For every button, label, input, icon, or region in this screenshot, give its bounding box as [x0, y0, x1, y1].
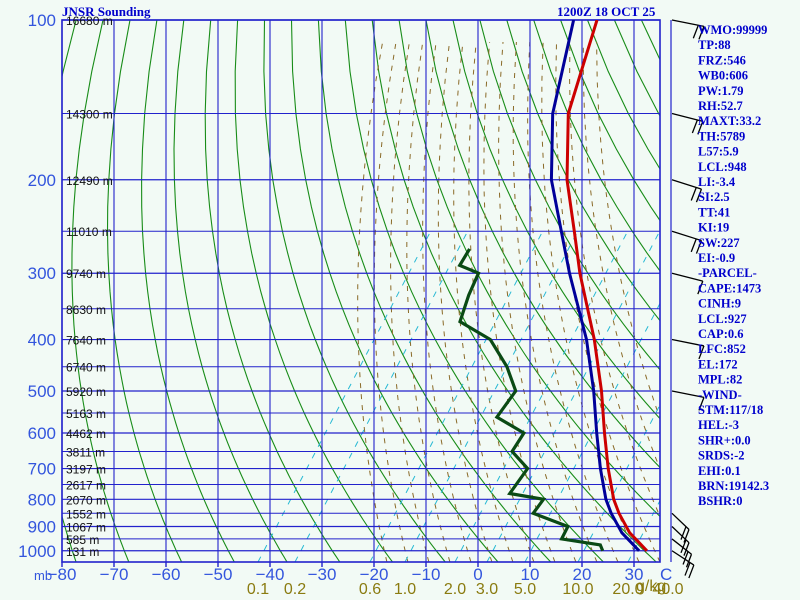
- moist-adiabat: [468, 41, 535, 562]
- mixing-ratio-line: [486, 230, 660, 562]
- dry-adiabat: [263, 20, 446, 562]
- wind-barb: [671, 230, 703, 254]
- moist-adiabat: [582, 41, 660, 471]
- mixing-ratio-line: [404, 230, 579, 562]
- trace-dewpoint: [457, 248, 605, 552]
- moist-adiabat: [541, 41, 640, 562]
- mixing-ratio-line: [524, 302, 660, 562]
- dry-adiabat-lines: [62, 20, 660, 562]
- moist-adiabat: [437, 41, 493, 562]
- moist-adiabat: [527, 41, 619, 562]
- moist-adiabat: [512, 41, 598, 562]
- wind-barb: [671, 550, 695, 579]
- moist-adiabat: [555, 41, 660, 562]
- moist-adiabat: [498, 41, 577, 562]
- trace-temperature: [565, 20, 648, 552]
- moist-adiabat: [453, 41, 514, 562]
- dry-adiabat: [506, 20, 660, 322]
- moist-adiabat: [406, 41, 451, 562]
- wind-barb-column: [670, 19, 705, 579]
- wind-barb: [671, 112, 704, 135]
- pressure-grid-lines: [61, 19, 661, 567]
- mixing-ratio-lines: [257, 230, 660, 562]
- dry-adiabat: [141, 20, 235, 562]
- sounding-traces: [457, 20, 648, 552]
- dry-adiabat: [452, 20, 660, 420]
- dry-adiabat: [106, 20, 183, 562]
- wind-barb: [671, 179, 703, 203]
- dry-adiabat: [234, 20, 393, 562]
- trace-wet-bulb-virtual: [549, 20, 641, 552]
- wind-barb: [671, 525, 690, 556]
- mixing-ratio-line: [454, 230, 629, 562]
- dry-adiabat: [290, 20, 499, 562]
- dry-adiabat: [71, 20, 130, 562]
- dry-adiabat: [62, 20, 77, 562]
- wind-barb: [671, 512, 690, 543]
- dry-adiabat: [533, 20, 660, 272]
- dry-adiabat: [344, 20, 604, 562]
- wind-barb: [671, 538, 693, 568]
- dry-adiabat: [425, 20, 660, 469]
- mixing-ratio-line: [369, 230, 544, 562]
- mixing-ratio-line: [294, 230, 469, 562]
- wind-barb: [671, 390, 705, 411]
- dry-adiabat: [173, 20, 288, 562]
- plot-border: [61, 19, 661, 563]
- dry-adiabat: [398, 20, 660, 518]
- moist-adiabat: [390, 41, 430, 562]
- dry-adiabat: [204, 20, 341, 562]
- wind-barb: [671, 338, 705, 360]
- mixing-ratio-line: [257, 230, 432, 562]
- wind-barb: [671, 272, 704, 295]
- dry-adiabat: [479, 20, 660, 371]
- wind-barb: [671, 19, 705, 40]
